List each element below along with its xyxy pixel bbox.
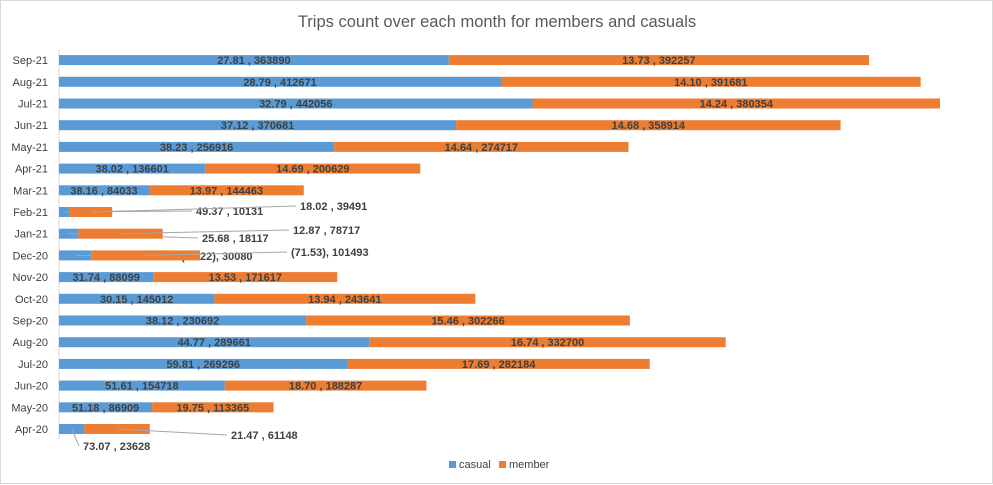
bar-casual — [59, 315, 307, 326]
data-label: 38.16 , 84033 — [70, 185, 137, 197]
legend-label-casual: casual — [459, 459, 491, 471]
bar-casual — [59, 185, 150, 196]
category-label: Sep-21 — [13, 55, 48, 67]
category-label: Jun-20 — [14, 381, 48, 393]
data-label: 16.74 , 332700 — [511, 337, 584, 349]
data-label: 73.07 , 23628 — [83, 441, 150, 453]
bar-member — [369, 337, 726, 348]
data-label: 14.24 , 380354 — [700, 99, 774, 111]
bar-casual — [59, 402, 153, 413]
category-label: May-21 — [11, 142, 48, 154]
data-label: 13.97 , 144463 — [190, 185, 263, 197]
bar-member — [153, 272, 338, 283]
category-label: Feb-21 — [13, 207, 48, 219]
bar-member — [224, 380, 427, 391]
data-label: (71.53), 101493 — [291, 247, 369, 259]
data-label: 30.15 , 145012 — [100, 294, 173, 306]
legend-label-member: member — [509, 459, 550, 471]
category-label: Apr-21 — [15, 164, 48, 176]
bar-casual — [59, 358, 348, 369]
data-label: 51.61 , 154718 — [105, 381, 178, 393]
bar-casual — [59, 141, 335, 152]
chart-legend: casual member — [449, 459, 550, 471]
bar-member — [501, 76, 921, 87]
bar-member — [84, 424, 150, 434]
category-label: Jul-20 — [18, 359, 48, 371]
data-label: 13.94 , 243641 — [308, 294, 381, 306]
bar-casual — [59, 293, 215, 304]
category-label: Jul-21 — [18, 99, 48, 111]
data-label: 27.81 , 363890 — [217, 55, 290, 67]
bar-casual — [59, 76, 502, 87]
bar-member — [205, 163, 421, 174]
data-label: 14.68 , 358914 — [612, 120, 686, 132]
data-label: 12.87 , 78717 — [293, 225, 360, 237]
data-label: 21.47 , 61148 — [231, 430, 298, 442]
category-label: Mar-21 — [13, 185, 48, 197]
chart-title: Trips count over each month for members … — [298, 13, 696, 31]
bar-member — [152, 402, 274, 413]
bar-casual — [59, 337, 370, 348]
data-label: 44.77 , 289661 — [177, 337, 250, 349]
data-label: 14.69 , 200629 — [276, 164, 349, 176]
data-label-leader — [90, 205, 297, 213]
data-label: 38.23 , 256916 — [160, 142, 233, 154]
data-label: 38.12 , 230692 — [146, 316, 219, 328]
legend-swatch-member — [499, 461, 506, 468]
bar-member — [334, 141, 629, 152]
data-label: 14.10 , 391681 — [674, 77, 747, 89]
data-label: 32.79 , 442056 — [259, 99, 332, 111]
category-label: Apr-20 — [15, 424, 48, 436]
data-label: 51.18 , 86909 — [72, 402, 139, 414]
plot-area: Apr-20 73.07 , 23628 21.47 , 61148 May-20 51… — [11, 49, 940, 453]
category-label: Oct-20 — [15, 294, 48, 306]
bar-casual — [59, 98, 533, 109]
data-label: 38.02 , 136601 — [95, 164, 168, 176]
category-label: Dec-20 — [13, 250, 48, 262]
bar-casual — [59, 380, 225, 391]
bar-member — [448, 55, 869, 66]
data-label: 13.73 , 392257 — [622, 55, 695, 67]
bar-casual — [59, 163, 206, 174]
category-label: Jun-21 — [14, 120, 48, 132]
data-label-leader — [120, 229, 290, 235]
legend-swatch-casual — [449, 461, 456, 468]
category-label: Aug-21 — [13, 77, 48, 89]
bar-casual — [59, 120, 457, 131]
data-label: 37.12 , 370681 — [221, 120, 294, 132]
category-label: Aug-20 — [13, 337, 48, 349]
data-label: 31.74 , 88099 — [73, 272, 140, 284]
data-label: 18.70 , 188287 — [289, 381, 362, 393]
category-label: Jan-21 — [14, 229, 48, 241]
bar-casual — [59, 55, 449, 66]
bar-member — [456, 120, 841, 131]
bar-member — [214, 293, 476, 304]
data-label: 59.81 , 269296 — [167, 359, 240, 371]
data-label-leader — [145, 251, 288, 256]
data-label: 14.64 , 274717 — [445, 142, 518, 154]
data-label-leader — [117, 428, 228, 436]
bar-casual — [59, 272, 154, 283]
data-label: 19.75 , 113365 — [176, 402, 249, 414]
data-label: 17.69 , 282184 — [462, 359, 536, 371]
data-label: 28.79 , 412671 — [243, 77, 316, 89]
bar-member — [149, 185, 304, 196]
category-label: Nov-20 — [13, 272, 48, 284]
data-label: 18.02 , 39491 — [300, 201, 367, 213]
data-label-leader — [71, 428, 80, 447]
data-label: 15.46 , 302266 — [431, 316, 504, 328]
bar-member — [347, 358, 650, 369]
category-label: Sep-20 — [13, 316, 48, 328]
bar-member — [532, 98, 940, 109]
category-label: May-20 — [11, 402, 48, 414]
data-label: 25.68 , 18117 — [202, 233, 269, 245]
bar-member — [306, 315, 630, 326]
data-label: 13.53 , 171617 — [209, 272, 282, 284]
data-label: 49.37 , 10131 — [196, 206, 263, 218]
